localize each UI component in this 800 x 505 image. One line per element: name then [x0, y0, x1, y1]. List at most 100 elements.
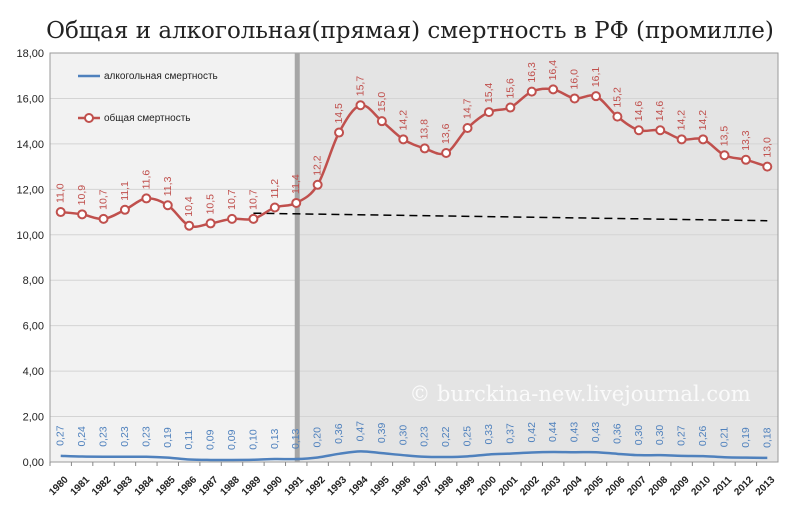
data-label-alcohol: 0,30	[397, 425, 409, 446]
series-total-point	[419, 143, 430, 154]
data-label-alcohol: 0,30	[654, 425, 666, 446]
data-label-alcohol: 0,23	[98, 426, 110, 447]
series-total-point	[612, 111, 623, 122]
series-total-point	[505, 102, 516, 113]
y-tick-label: 14,00	[16, 139, 44, 151]
legend-total-label: общая смертность	[104, 112, 191, 124]
y-tick-label: 8,00	[23, 275, 44, 287]
x-tick-label: 2000	[475, 474, 499, 498]
series-total-point	[376, 116, 387, 127]
x-tick-label: 2002	[518, 474, 542, 498]
data-label-total: 12,2	[312, 155, 324, 176]
x-tick-label: 2012	[732, 474, 756, 498]
data-label-total: 16,1	[590, 67, 602, 88]
y-tick-label: 2,00	[23, 412, 44, 424]
x-tick-label: 1986	[176, 474, 200, 498]
x-tick-label: 1994	[347, 474, 371, 498]
data-label-total: 11,0	[55, 183, 67, 203]
data-label-total: 16,3	[526, 62, 538, 83]
series-total-point	[676, 134, 687, 145]
divider-line	[294, 53, 300, 462]
data-label-alcohol: 0,36	[611, 423, 623, 444]
series-total-point	[205, 218, 216, 229]
data-label-total: 11,6	[140, 170, 152, 190]
data-label-total: 11,4	[290, 174, 302, 194]
data-label-alcohol: 0,43	[569, 422, 581, 443]
data-label-alcohol: 0,39	[376, 423, 388, 444]
x-tick-label: 2004	[561, 474, 585, 498]
x-tick-label: 1980	[47, 474, 71, 498]
data-label-alcohol: 0,33	[483, 424, 495, 445]
data-label-alcohol: 0,10	[247, 429, 259, 450]
x-tick-label: 1993	[326, 474, 350, 498]
data-label-alcohol: 0,18	[761, 427, 773, 448]
data-label-total: 11,3	[162, 176, 174, 196]
series-total-point	[162, 200, 173, 211]
data-label-total: 15,2	[611, 87, 623, 108]
data-label-total: 10,5	[205, 194, 217, 215]
data-label-total: 14,6	[633, 101, 645, 122]
x-tick-label: 1992	[304, 474, 328, 498]
data-label-total: 11,1	[119, 181, 131, 201]
data-label-total: 14,2	[397, 110, 409, 131]
trend-line	[253, 212, 768, 222]
data-label-total: 14,5	[333, 103, 345, 124]
data-label-total: 13,3	[740, 130, 752, 151]
data-label-alcohol: 0,27	[55, 425, 67, 446]
data-label-alcohol: 0,13	[269, 428, 281, 449]
y-tick-label: 12,00	[16, 184, 44, 196]
series-total-point	[526, 86, 537, 97]
data-label-alcohol: 0,21	[718, 427, 730, 448]
data-label-alcohol: 0,24	[76, 426, 88, 447]
legend-alcohol-label: алкогольная смертность	[104, 71, 218, 82]
x-tick-label: 2010	[690, 474, 714, 498]
x-tick-label: 2013	[754, 474, 778, 498]
x-tick-label: 1995	[368, 474, 392, 498]
data-label-alcohol: 0,43	[590, 422, 602, 443]
x-tick-label: 2009	[668, 474, 692, 498]
x-tick-label: 1989	[240, 474, 264, 498]
data-label-alcohol: 0,13	[290, 428, 302, 449]
data-label-total: 15,4	[483, 82, 495, 103]
series-total-point	[184, 220, 195, 231]
series-total-point	[655, 125, 666, 136]
shaded-region	[296, 53, 778, 462]
series-total-point	[312, 179, 323, 190]
data-label-total: 11,2	[269, 179, 281, 199]
x-tick-label: 1983	[111, 474, 135, 498]
series-total-point	[291, 197, 302, 208]
x-tick-label: 1988	[218, 474, 242, 498]
data-label-alcohol: 0,20	[312, 427, 324, 448]
data-label-total: 13,0	[761, 137, 773, 158]
data-label-total: 16,4	[547, 60, 559, 81]
x-tick-label: 1987	[197, 474, 221, 498]
data-label-total: 14,7	[462, 98, 474, 119]
x-tick-label: 2008	[647, 474, 671, 498]
data-label-alcohol: 0,27	[676, 425, 688, 446]
x-tick-label: 1990	[261, 474, 285, 498]
legend-total-marker	[84, 113, 94, 123]
series-total-point	[441, 147, 452, 158]
series-total-point	[698, 134, 709, 145]
data-label-total: 14,2	[697, 110, 709, 131]
series-total-point	[719, 150, 730, 161]
data-label-alcohol: 0,37	[504, 423, 516, 444]
series-total-point	[398, 134, 409, 145]
data-label-total: 10,7	[247, 189, 259, 210]
data-label-alcohol: 0,23	[419, 426, 431, 447]
data-label-total: 10,9	[76, 185, 88, 206]
series-total-point	[55, 207, 66, 218]
data-label-total: 10,7	[226, 189, 238, 210]
x-tick-label: 1999	[454, 474, 478, 498]
series-total-point	[548, 84, 559, 95]
x-tick-label: 1997	[411, 474, 435, 498]
series-total-point	[98, 213, 109, 224]
y-tick-label: 4,00	[23, 366, 44, 378]
x-tick-label: 1991	[283, 474, 307, 498]
data-label-alcohol: 0,23	[140, 426, 152, 447]
y-tick-label: 10,00	[16, 230, 44, 242]
data-label-alcohol: 0,36	[333, 423, 345, 444]
series-total-point	[569, 93, 580, 104]
series-total-point	[591, 91, 601, 102]
